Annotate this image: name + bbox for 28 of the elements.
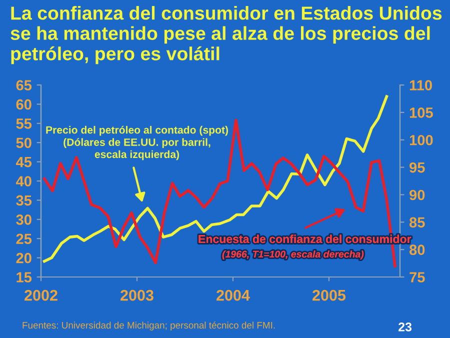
x-tick-label: 2004 — [216, 290, 250, 301]
annotation: Precio del petróleo al contado (spot) (Dólares de EE.UU. por barril, escala izquierda) — [46, 126, 228, 160]
x-tick-label: 2002 — [24, 290, 58, 301]
y-tick-label: 65 — [16, 80, 32, 90]
text: 23 — [398, 322, 412, 332]
y2-tick-label: 85 — [409, 217, 425, 228]
chart-title: La confianza del consumidor en Estados Unidos se ha mantenido pese al alza de los precios del petróleo, pero es volátil — [10, 6, 442, 64]
y-tick-label: 45 — [16, 157, 32, 168]
y2-tick-label: 95 — [410, 162, 425, 173]
y-tick-label: 30 — [16, 214, 32, 225]
y2-tick-label: 90 — [410, 190, 425, 200]
x-tick-label: 2003 — [120, 290, 154, 301]
y-tick-label: 25 — [16, 234, 32, 244]
y2-tick-label: 105 — [410, 108, 433, 118]
x-tick-label: 2005 — [312, 290, 346, 301]
y-tick-label: 55 — [16, 118, 32, 129]
y-tick-label: 60 — [16, 99, 32, 110]
y2-tick-label: 100 — [410, 134, 433, 146]
y-tick-label: 20 — [16, 252, 32, 264]
y-tick-label: 15 — [16, 272, 32, 282]
y-tick-label: 50 — [16, 138, 32, 148]
y-tick-label: 40 — [16, 176, 32, 186]
annotation: (1966, T1=100, escala derecha) — [222, 250, 364, 260]
y2-tick-label: 80 — [409, 244, 425, 255]
y-tick-label: 35 — [16, 195, 32, 206]
y2-tick-label: 110 — [410, 80, 432, 90]
source-note: Fuentes: Universidad de Michigan; personal técnico del FMI. — [22, 322, 275, 330]
y2-tick-label: 75 — [410, 272, 425, 282]
